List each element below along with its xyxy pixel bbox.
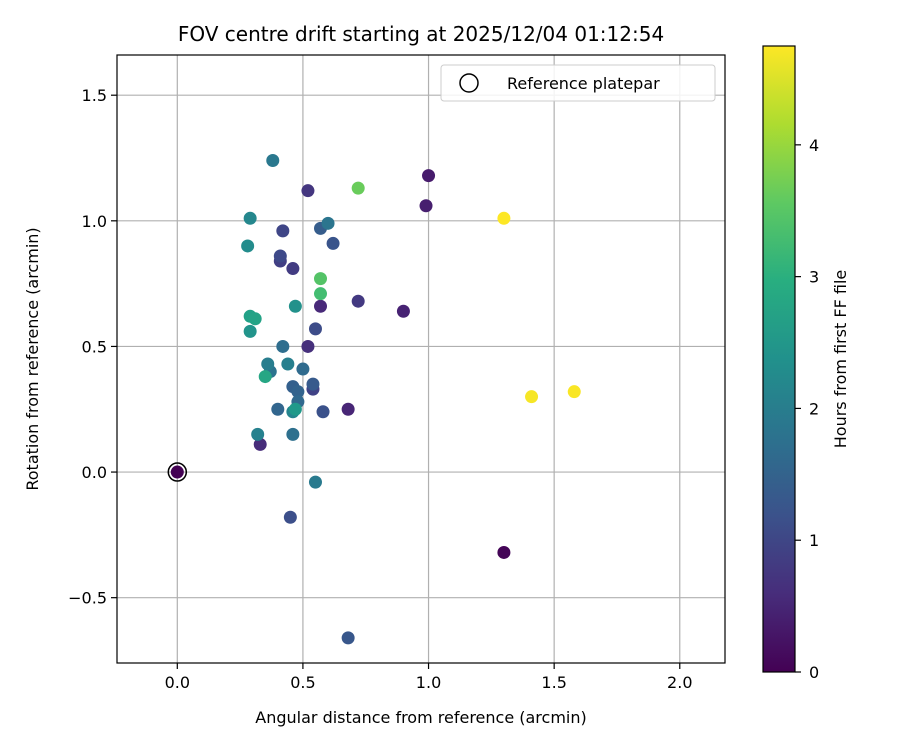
chart-title: FOV centre drift starting at 2025/12/04 … (178, 22, 664, 46)
data-point (243, 211, 257, 225)
x-axis-label: Angular distance from reference (arcmin) (255, 708, 586, 727)
data-point (567, 385, 581, 399)
data-point (273, 249, 287, 263)
x-tick-label: 0.5 (290, 673, 315, 692)
colorbar: 0 1 2 3 4 Hours from first FF file (762, 45, 850, 682)
data-point (301, 184, 315, 198)
plot-area (117, 55, 725, 663)
colorbar-gradient (762, 45, 796, 673)
data-point (351, 181, 365, 195)
colorbar-ticks: 0 1 2 3 4 (795, 136, 819, 682)
legend-reference-marker-icon (459, 73, 479, 93)
x-axis-ticks: 0.0 0.5 1.0 1.5 2.0 (165, 663, 693, 692)
data-point (271, 402, 285, 416)
x-tick-label: 1.0 (416, 673, 441, 692)
y-tick-label: 0.5 (82, 337, 107, 356)
data-points (170, 154, 581, 645)
data-point (276, 339, 290, 353)
x-tick-label: 1.5 (541, 673, 566, 692)
legend-label: Reference platepar (507, 74, 660, 93)
legend: Reference platepar (440, 64, 716, 102)
colorbar-label: Hours from first FF file (831, 270, 850, 449)
data-point (286, 262, 300, 276)
data-point (308, 322, 322, 336)
y-tick-label: 0.0 (82, 463, 107, 482)
reference-marker-group (167, 462, 188, 482)
y-axis-ticks: −0.5 0.0 0.5 1.0 1.5 (68, 86, 117, 608)
data-point (341, 402, 355, 416)
data-point (281, 357, 295, 371)
colorbar-tick-label: 4 (809, 136, 819, 155)
data-point (314, 299, 328, 313)
data-point (248, 312, 262, 326)
x-tick-label: 2.0 (667, 673, 692, 692)
x-tick-label: 0.0 (165, 673, 190, 692)
data-point (283, 510, 297, 524)
data-point (251, 427, 265, 441)
data-point (266, 154, 280, 168)
data-point (261, 357, 275, 371)
y-axis-label: Rotation from reference (arcmin) (23, 227, 42, 490)
data-point (301, 339, 315, 353)
data-point (253, 437, 267, 451)
colorbar-tick-label: 0 (809, 663, 819, 682)
y-tick-label: 1.5 (82, 86, 107, 105)
data-point (314, 272, 328, 286)
data-point (396, 304, 410, 318)
data-point (316, 405, 330, 419)
colorbar-tick-label: 2 (809, 399, 819, 418)
data-point (351, 294, 365, 308)
data-point (286, 427, 300, 441)
data-point (419, 199, 433, 213)
data-point (326, 236, 340, 250)
data-point (288, 299, 302, 313)
data-point (258, 370, 272, 384)
data-point (341, 631, 355, 645)
data-point (306, 377, 320, 391)
plot-frame (116, 54, 726, 664)
colorbar-tick-label: 1 (809, 531, 819, 550)
data-point (170, 465, 184, 479)
colorbar-tick-label: 3 (809, 268, 819, 287)
reference-platepar-marker (167, 462, 188, 482)
data-point (243, 324, 257, 338)
data-point (288, 402, 302, 416)
data-point (241, 239, 255, 253)
y-tick-label: −0.5 (68, 589, 107, 608)
data-point (276, 224, 290, 238)
legend-box (440, 64, 716, 102)
data-point (308, 475, 322, 489)
data-point (497, 545, 511, 559)
data-point (314, 287, 328, 301)
data-point (321, 216, 335, 230)
data-point (525, 390, 539, 404)
data-point (291, 385, 305, 399)
y-tick-label: 1.0 (82, 212, 107, 231)
data-point (497, 211, 511, 225)
data-point (422, 169, 436, 183)
data-point (296, 362, 310, 376)
